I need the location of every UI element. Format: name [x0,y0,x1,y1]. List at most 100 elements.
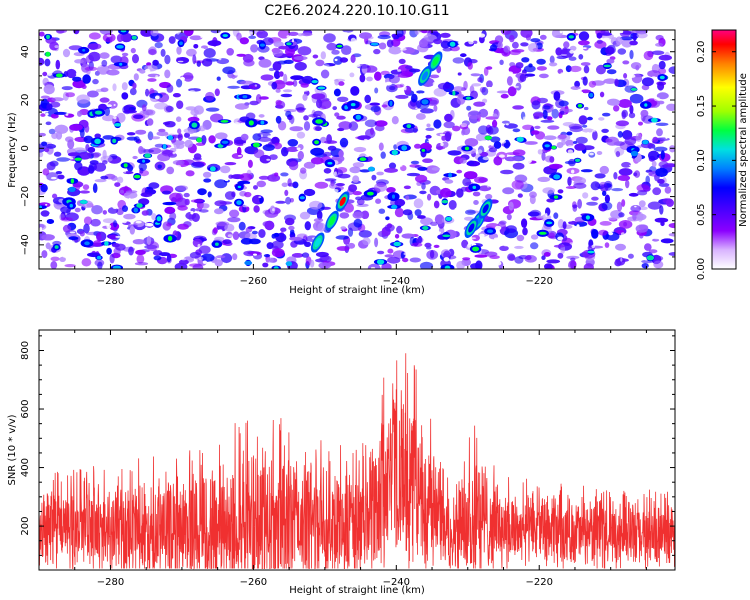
spectrogram-gap [495,261,502,266]
spectrogram-gap [159,203,163,208]
spectrogram-noise-blob [319,99,332,110]
spectrogram-noise-blob [224,162,237,166]
spectrogram-noise-blob [113,220,118,228]
spectrogram-noise-blob [378,42,387,50]
spectrogram-highlight [574,158,581,162]
spectrogram-noise-blob [572,205,578,212]
spectrogram-noise-blob [156,131,169,137]
spectrogram-gap [63,253,66,258]
spectrogram-noise-blob [374,120,388,127]
spectrogram-noise-blob [303,161,316,169]
spectrogram-noise-blob [300,167,307,174]
spectrogram-noise-blob [288,160,299,171]
spectrogram-noise-blob [148,49,157,56]
spectrogram-highlight [659,75,665,80]
spectrogram-noise-blob [275,99,282,106]
spectrogram-gap [155,75,159,78]
spectrogram-noise-blob [111,175,118,181]
spectrogram-noise-blob [542,187,555,194]
spectrogram-noise-blob [106,247,112,255]
spectrogram-noise-blob [553,212,559,219]
spectrogram-noise-blob [387,248,394,254]
spectrogram-noise-blob [410,160,420,165]
spectrogram-gap [263,104,271,109]
spectrogram-noise-blob [83,135,94,144]
spectrogram-noise-blob [215,221,230,227]
spectrogram-noise-blob [281,182,288,188]
spectrogram-noise-blob [658,54,672,61]
spectrogram-noise-blob [287,139,299,147]
spectrogram-noise-blob [318,262,332,269]
spectrogram-gap [351,48,356,53]
spectrogram-gap [146,223,154,227]
spectrogram-noise-blob [500,30,512,35]
spectrogram-ytick-label: 20 [20,94,31,107]
spectrogram-noise-blob [320,69,330,79]
spectrogram-noise-blob [40,184,48,193]
spectrogram-highlight [336,44,343,48]
spectrogram-highlight [242,95,248,99]
spectrogram-noise-blob [244,232,257,240]
spectrogram-noise-blob [404,127,419,133]
spectrogram-noise-blob [312,54,319,59]
spectrogram-noise-blob [599,165,609,175]
spectrogram-noise-blob [109,253,115,264]
spectrogram-noise-blob [335,183,345,187]
spectrogram-highlight [651,117,658,123]
spectrogram-gap [498,154,505,158]
snr-ytick-label: 400 [20,458,31,477]
spectrogram-noise-blob [479,35,485,44]
spectrogram-noise-blob [624,137,637,146]
spectrogram-noise-blob [45,143,57,149]
spectrogram-noise-blob [396,225,403,234]
spectrogram-gap [69,157,74,160]
spectrogram-highlight [367,191,374,196]
spectrogram-noise-blob [295,107,307,111]
spectrogram-noise-blob [176,46,182,55]
snr-series-line [39,353,675,570]
spectrogram-noise-blob [148,182,160,189]
spectrogram-highlight [544,144,550,148]
spectrogram-noise-blob [66,208,71,215]
spectrogram-noise-blob [331,49,340,55]
spectrogram-noise-blob [284,189,289,196]
spectrogram-frame [38,29,676,270]
spectrogram-noise-blob [359,169,371,173]
spectrogram-noise-blob [69,124,83,131]
spectrogram-highlight [391,149,398,156]
spectrogram-gap [545,213,548,217]
spectrogram-noise-blob [214,88,220,97]
spectrogram-feature-core [482,204,489,214]
spectrogram-noise-blob [74,207,81,213]
spectrogram-gap [467,243,472,248]
spectrogram-noise-blob [427,193,432,201]
spectrogram-noise-blob [102,218,117,224]
spectrogram-highlight [215,242,219,246]
spectrogram-noise-blob [273,142,283,150]
spectrogram-noise-blob [359,32,372,39]
spectrogram-noise-blob [220,165,231,174]
spectrogram-noise-blob [569,125,583,133]
spectrogram-gap [602,37,610,40]
spectrogram-noise-blob [586,116,593,121]
spectrogram-noise-blob [337,127,345,132]
spectrogram-gap [231,205,236,210]
spectrogram-noise-blob [361,210,370,220]
spectrogram-gap [505,123,509,126]
spectrogram-noise-blob [555,47,563,56]
spectrogram-noise-blob [41,234,55,241]
spectrogram-gap [75,72,79,76]
spectrogram-noise-blob [668,222,675,229]
spectrogram-noise-blob [596,39,603,44]
spectrogram-noise-blob [62,48,71,58]
spectrogram-gap [421,163,424,167]
spectrogram-highlight [421,99,429,105]
spectrogram-noise-blob [511,180,524,190]
spectrogram-noise-blob [396,30,404,38]
spectrogram-noise-blob [81,84,87,89]
spectrogram-noise-blob [291,253,304,258]
spectrogram-noise-blob [208,135,216,144]
spectrogram-noise-blob [268,67,275,72]
spectrogram-noise-blob [414,165,424,169]
spectrogram-noise-blob [340,226,347,230]
